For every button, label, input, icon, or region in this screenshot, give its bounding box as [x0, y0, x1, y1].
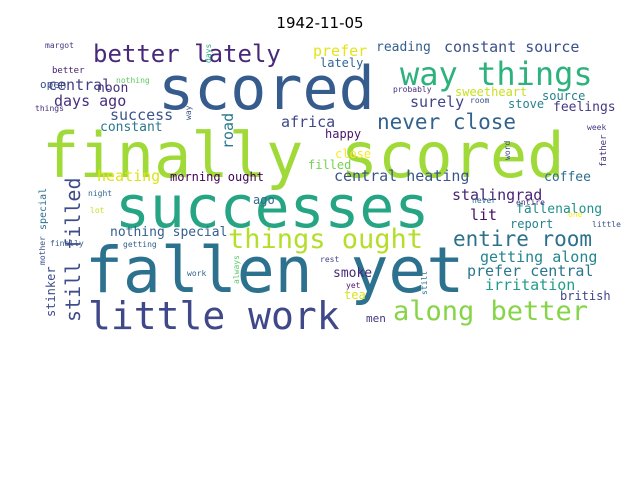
cloud-word-noon: noon — [97, 81, 128, 96]
cloud-word-little-work: little work — [88, 294, 340, 338]
cloud-word-better-lately: better lately — [93, 40, 281, 68]
cloud-word-better: better — [52, 66, 85, 76]
cloud-word-happy: happy — [325, 127, 361, 141]
cloud-word-still-filled: still filled — [61, 178, 85, 323]
cloud-word-work: work — [187, 269, 206, 278]
cloud-word-feelings: feelings — [553, 100, 616, 115]
cloud-word-coffee: coffee — [544, 170, 591, 185]
cloud-word-never: never — [472, 196, 496, 205]
cloud-word-still: still — [420, 271, 429, 295]
cloud-word-central-heating: central heating — [334, 167, 469, 185]
cloud-word-yet: yet — [346, 281, 361, 290]
cloud-word-lit: lit — [470, 206, 497, 224]
cloud-word-report: report — [510, 217, 553, 231]
cloud-word-room: room — [470, 96, 489, 105]
cloud-word-margot: margot — [45, 41, 74, 50]
cloud-word-prefer-central: prefer central — [467, 262, 593, 280]
cloud-word-one: one — [568, 210, 583, 219]
cloud-word-tea: tea — [344, 288, 366, 302]
cloud-word-entire: entire — [516, 198, 545, 207]
cloud-word-filled: filled — [308, 158, 351, 172]
cloud-word-source: source — [542, 89, 585, 103]
cloud-word-finally: finally — [50, 239, 84, 248]
cloud-word-constant: constant — [100, 120, 163, 135]
cloud-word-little: little — [592, 220, 621, 229]
cloud-word-things-ought: things ought — [228, 224, 423, 255]
cloud-word-always: always — [232, 255, 241, 284]
cloud-word-success: success — [110, 106, 173, 124]
cloud-word-father: father — [599, 134, 609, 167]
cloud-word-getting: getting — [123, 240, 157, 249]
cloud-word-finally-scored: finally scored — [42, 119, 565, 192]
cloud-word-africa: africa — [281, 113, 335, 131]
cloud-word-stove: stove — [508, 97, 544, 111]
cloud-word-open: open — [40, 78, 67, 91]
cloud-word-nothing: nothing — [116, 76, 150, 85]
cloud-word-fallenalong: fallenalong — [516, 202, 602, 217]
cloud-word-word: word — [503, 141, 512, 160]
cloud-word-fallen-yet: fallen yet — [85, 234, 464, 307]
cloud-word-things: things — [35, 104, 64, 113]
cloud-word-surely: surely — [410, 93, 464, 111]
cloud-word-special: special — [38, 188, 49, 230]
cloud-word-mother: mother — [38, 236, 47, 265]
cloud-word-reading: reading — [376, 40, 431, 55]
cloud-word-week: week — [587, 123, 606, 132]
cloud-word-irritation: irritation — [485, 276, 575, 294]
cloud-word-way: way — [184, 105, 193, 120]
cloud-word-night: night — [88, 189, 112, 198]
cloud-word-getting-along: getting along — [480, 248, 597, 266]
cloud-word-men: men — [366, 312, 386, 325]
cloud-word-lot: lot — [90, 206, 105, 215]
cloud-word-days-ago: days ago — [54, 92, 126, 110]
cloud-word-never-close: never close — [377, 110, 516, 134]
cloud-word-rest: rest — [320, 255, 339, 264]
cloud-word-probably: probably — [393, 85, 432, 94]
cloud-word-successes: successes — [115, 173, 429, 241]
cloud-word-road: road — [219, 113, 237, 149]
chart-title: 1942-11-05 — [276, 14, 364, 32]
cloud-word-lately: lately — [320, 56, 363, 70]
cloud-word-prefer: prefer — [313, 42, 367, 60]
cloud-word-sweetheart: sweetheart — [455, 85, 527, 99]
cloud-word-entire-room: entire room — [453, 227, 592, 251]
cloud-word-stinker: stinker — [44, 266, 58, 317]
cloud-word-close: close — [335, 147, 371, 161]
cloud-word-nothing-special: nothing special — [110, 225, 227, 240]
cloud-word-morning-ought: morning ought — [170, 170, 264, 184]
cloud-word-constant-source: constant source — [444, 38, 579, 56]
cloud-word-along-better: along better — [393, 296, 588, 327]
cloud-word-way-things: way things — [400, 55, 593, 93]
cloud-word-heating: heating — [97, 167, 160, 185]
cloud-word-ago: ago — [253, 193, 275, 207]
cloud-word-scored: scored — [158, 54, 375, 124]
cloud-word-smoke: smoke — [333, 266, 372, 281]
cloud-word-stalingrad: stalingrad — [452, 186, 542, 204]
cloud-word-british: british — [560, 289, 611, 303]
cloud-word-days: days — [204, 44, 213, 63]
cloud-word-central: central — [48, 76, 111, 94]
